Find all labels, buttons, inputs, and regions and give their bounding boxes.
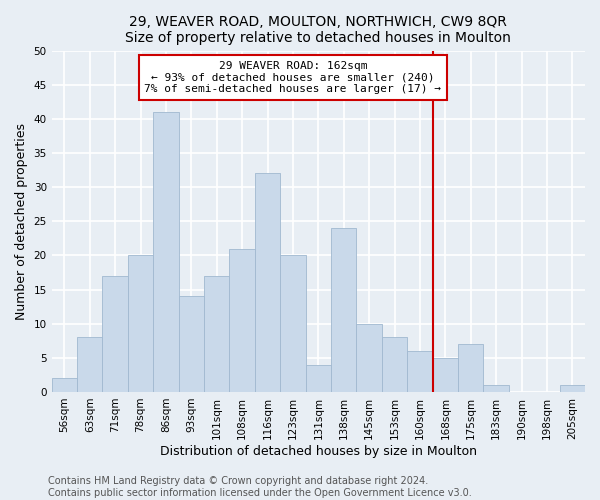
Bar xyxy=(103,276,128,392)
Bar xyxy=(77,338,103,392)
Bar xyxy=(458,344,484,392)
Bar xyxy=(280,256,305,392)
Bar xyxy=(179,296,204,392)
Y-axis label: Number of detached properties: Number of detached properties xyxy=(15,122,28,320)
Bar xyxy=(229,248,255,392)
Bar xyxy=(433,358,458,392)
Bar xyxy=(52,378,77,392)
Bar xyxy=(204,276,229,392)
Bar xyxy=(255,174,280,392)
X-axis label: Distribution of detached houses by size in Moulton: Distribution of detached houses by size … xyxy=(160,444,477,458)
Bar xyxy=(331,228,356,392)
Title: 29, WEAVER ROAD, MOULTON, NORTHWICH, CW9 8QR
Size of property relative to detach: 29, WEAVER ROAD, MOULTON, NORTHWICH, CW9… xyxy=(125,15,511,45)
Bar xyxy=(305,364,331,392)
Text: 29 WEAVER ROAD: 162sqm
← 93% of detached houses are smaller (240)
7% of semi-det: 29 WEAVER ROAD: 162sqm ← 93% of detached… xyxy=(145,61,442,94)
Bar xyxy=(407,351,433,392)
Bar xyxy=(560,385,585,392)
Bar xyxy=(484,385,509,392)
Bar xyxy=(153,112,179,392)
Bar xyxy=(356,324,382,392)
Bar xyxy=(382,338,407,392)
Text: Contains HM Land Registry data © Crown copyright and database right 2024.
Contai: Contains HM Land Registry data © Crown c… xyxy=(48,476,472,498)
Bar xyxy=(128,256,153,392)
